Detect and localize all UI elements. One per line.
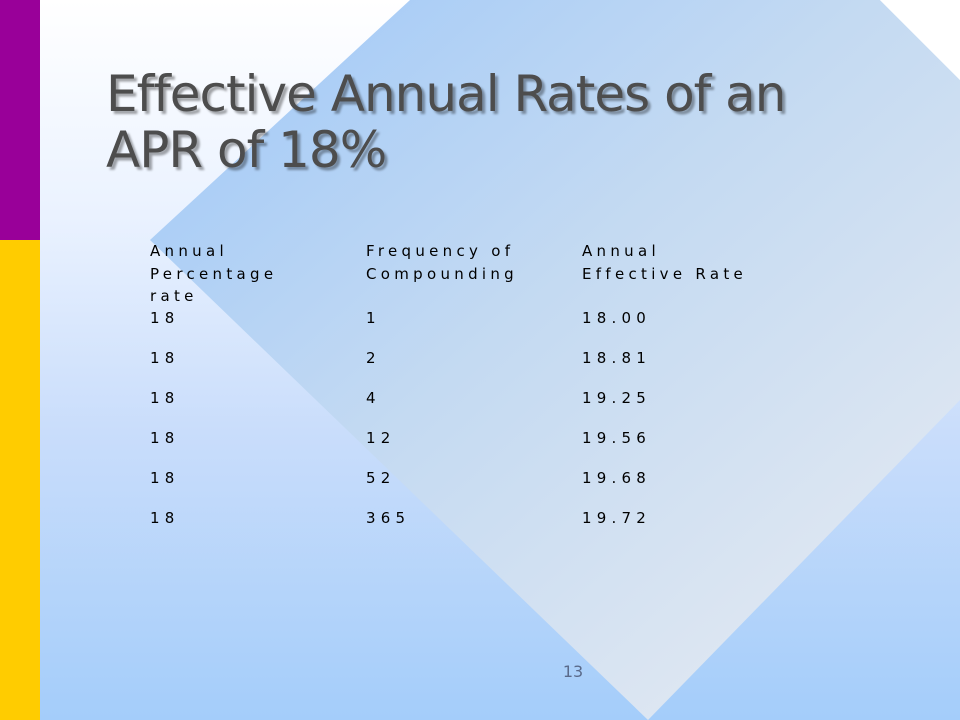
cell-frequency: 365	[366, 509, 411, 527]
cell-apr: 18	[150, 349, 180, 367]
cell-effective-rate: 19.68	[582, 469, 651, 487]
table-row: 18 1 18.00	[150, 306, 850, 330]
title-line: APR of 18%	[106, 121, 387, 179]
cell-effective-rate: 18.81	[582, 349, 651, 367]
table-row: 18 52 19.68	[150, 466, 850, 490]
cell-apr: 18	[150, 509, 180, 527]
slide-title: Effective Annual Rates of an APR of 18%	[106, 66, 906, 178]
header-frequency-of-compounding: Frequency of Compounding	[366, 242, 518, 283]
cell-frequency: 2	[366, 349, 381, 367]
cell-apr: 18	[150, 469, 180, 487]
cell-frequency: 52	[366, 469, 396, 487]
cell-apr: 18	[150, 389, 180, 407]
cell-frequency: 1	[366, 309, 381, 327]
table-row: 18 2 18.81	[150, 346, 850, 370]
page-number: 13	[562, 662, 584, 681]
table-row: 18 4 19.25	[150, 386, 850, 410]
corner-shape	[880, 0, 960, 80]
table-row: 18 365 19.72	[150, 506, 850, 530]
header-annual-percentage-rate: Annual Percentage rate	[150, 242, 278, 305]
cell-effective-rate: 18.00	[582, 309, 651, 327]
cell-apr: 18	[150, 429, 180, 447]
cell-effective-rate: 19.25	[582, 389, 651, 407]
table-row: 18 12 19.56	[150, 426, 850, 450]
cell-effective-rate: 19.72	[582, 509, 651, 527]
title-line: Effective Annual Rates of an	[106, 65, 787, 123]
cell-frequency: 4	[366, 389, 381, 407]
cell-frequency: 12	[366, 429, 396, 447]
cell-effective-rate: 19.56	[582, 429, 651, 447]
diamond-shape	[150, 0, 960, 720]
accent-bar-top	[0, 0, 40, 240]
header-annual-effective-rate: Annual Effective Rate	[582, 242, 748, 283]
accent-bar-bottom	[0, 240, 40, 720]
cell-apr: 18	[150, 309, 180, 327]
